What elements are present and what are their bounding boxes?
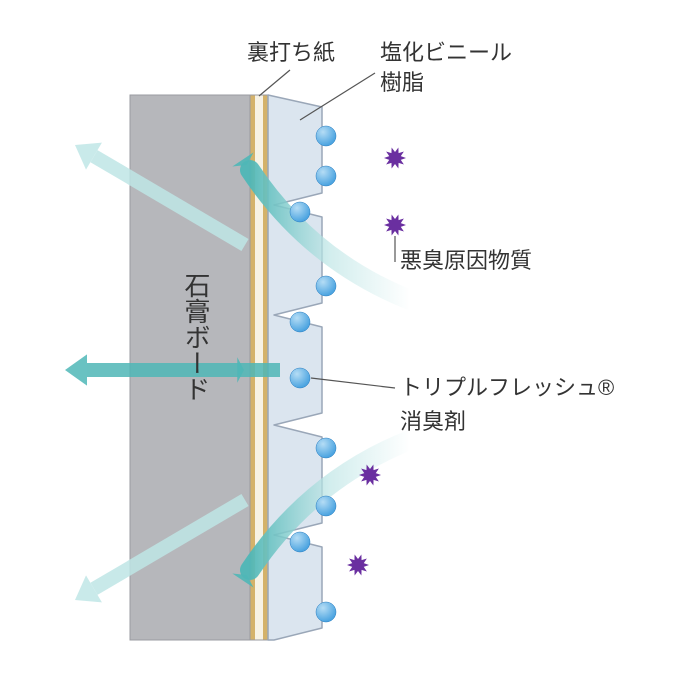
leader-line [300, 73, 375, 120]
deodorant-ball [316, 602, 336, 622]
deodorant-ball [316, 126, 336, 146]
leader-line [259, 70, 290, 96]
deodorant-ball [290, 532, 310, 552]
label-backing-paper: 裏打ち紙 [247, 40, 335, 65]
deodorant-ball [290, 202, 310, 222]
odor-particle [384, 215, 406, 236]
deodorant-ball [290, 368, 310, 388]
permeation-arrowhead [65, 354, 87, 385]
label-vinyl-resin: 塩化ビニール樹脂 [380, 40, 512, 95]
odor-particle [384, 148, 406, 169]
deodorant-ball [316, 438, 336, 458]
deodorant-ball [316, 276, 336, 296]
odor-particle [347, 555, 369, 576]
label-odor-cause: 悪臭原因物質 [400, 248, 532, 273]
deodorant-ball [316, 166, 336, 186]
label-deodorant: トリプルフレッシュ®消臭剤 [400, 375, 614, 434]
deodorant-ball [290, 312, 310, 332]
deodorant-ball [316, 496, 336, 516]
label-gypsum-board: 石膏ボード [181, 272, 211, 402]
